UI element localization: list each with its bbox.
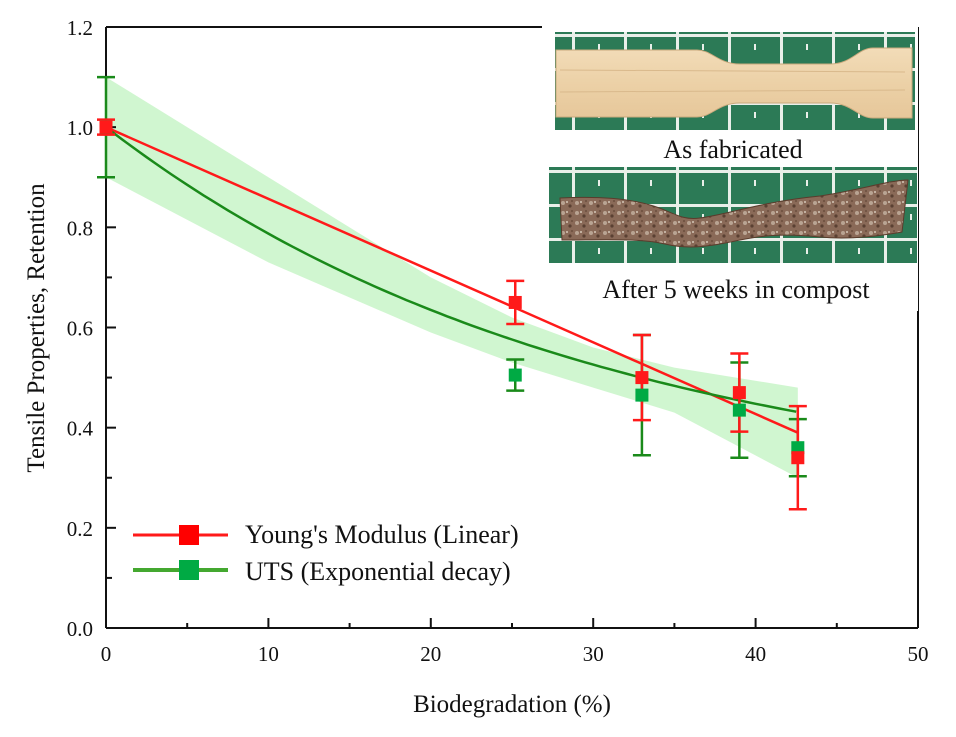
dogbone-specimen-after-compost-photo xyxy=(549,167,917,263)
x-tick-label: 50 xyxy=(908,642,929,666)
legend-marker-youngs-modulus xyxy=(179,525,199,545)
y-tick-label: 0.0 xyxy=(67,617,93,641)
legend-label-uts: UTS (Exponential decay) xyxy=(245,557,511,586)
legend-item-uts: UTS (Exponential decay) xyxy=(133,557,511,586)
inset-caption-as-fabricated: As fabricated xyxy=(663,135,802,164)
y-tick-label: 0.4 xyxy=(67,417,94,441)
y-tick-label: 0.2 xyxy=(67,517,93,541)
inset-panel: As fabricated After 5 weeks in compost xyxy=(542,25,918,311)
uts-confidence-band xyxy=(106,77,798,478)
y-tick-label: 0.8 xyxy=(67,216,93,240)
x-tick-label: 10 xyxy=(258,642,279,666)
youngs-modulus-data-point xyxy=(99,120,113,134)
legend-item-youngs-modulus: Young's Modulus (Linear) xyxy=(133,520,519,549)
fit-line-layer xyxy=(106,126,799,434)
x-tick-label: 30 xyxy=(583,642,604,666)
y-axis-title: Tensile Properties, Retention xyxy=(23,183,50,473)
x-tick-label: 20 xyxy=(420,642,441,666)
youngs-modulus-data-point xyxy=(791,451,805,465)
uts-data-point xyxy=(732,403,746,417)
uts-data-point xyxy=(508,368,522,382)
youngs-modulus-data-point xyxy=(732,386,746,400)
legend-marker-uts xyxy=(179,560,199,580)
confidence-band-layer xyxy=(106,77,798,478)
inset-caption-after-compost: After 5 weeks in compost xyxy=(602,275,870,304)
uts-data-point xyxy=(791,441,805,455)
y-tick-label: 1.2 xyxy=(67,16,93,40)
y-tick-label: 0.6 xyxy=(67,317,93,341)
uts-data-point xyxy=(635,388,649,402)
x-tick-label: 40 xyxy=(745,642,766,666)
y-tick-label: 1.0 xyxy=(67,116,93,140)
legend-label-youngs-modulus: Young's Modulus (Linear) xyxy=(245,520,519,549)
x-axis-title: Biodegradation (%) xyxy=(413,691,611,718)
dogbone-specimen-as-fabricated-photo xyxy=(555,32,915,130)
legend: Young's Modulus (Linear) UTS (Exponentia… xyxy=(133,520,519,586)
youngs-modulus-data-point xyxy=(508,295,522,309)
x-tick-label: 0 xyxy=(101,642,112,666)
marker-layer xyxy=(99,120,805,465)
uts-exponential-fit-curve xyxy=(106,126,797,413)
youngs-modulus-linear-fit-line xyxy=(106,126,799,434)
youngs-modulus-data-point xyxy=(635,371,649,385)
tick-label-layer: 0 10 20 30 40 50 0.0 0.2 0.4 0.6 0.8 1.0 1.2 xyxy=(67,16,929,666)
